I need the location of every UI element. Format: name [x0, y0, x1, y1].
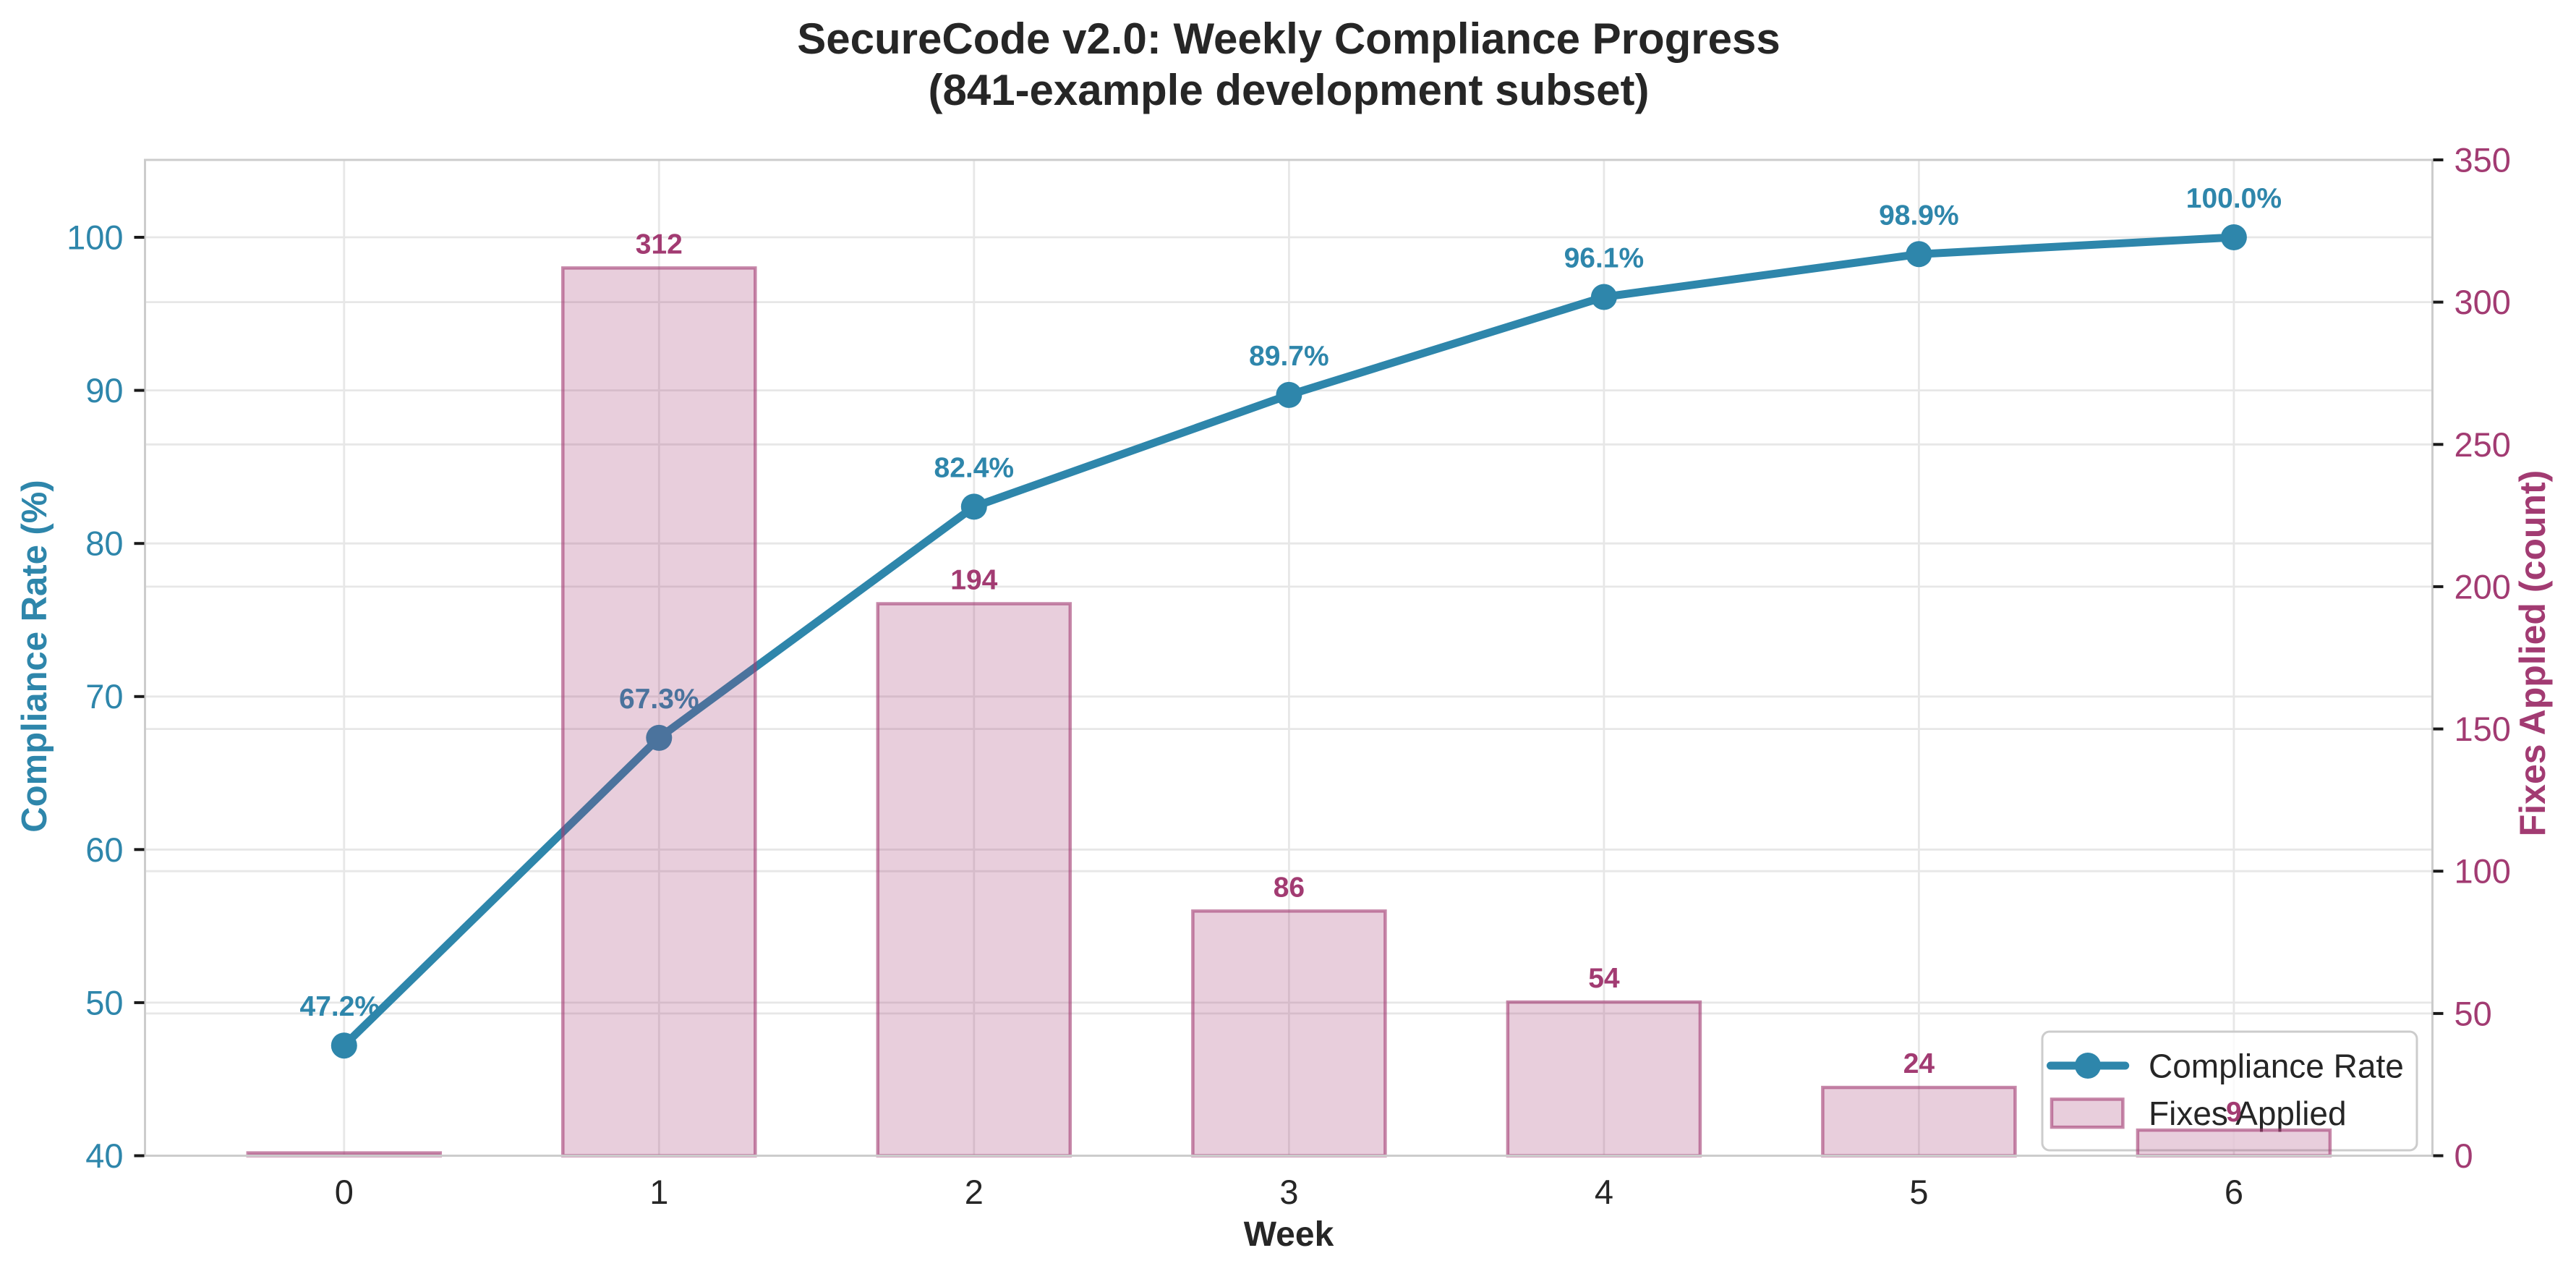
- svg-text:Fixes Applied: Fixes Applied: [2149, 1095, 2347, 1132]
- svg-text:200: 200: [2455, 567, 2511, 606]
- svg-text:300: 300: [2455, 283, 2511, 321]
- svg-text:250: 250: [2455, 425, 2511, 464]
- svg-text:82.4%: 82.4%: [934, 452, 1015, 483]
- svg-text:1: 1: [649, 1173, 668, 1211]
- svg-text:100: 100: [2455, 852, 2511, 891]
- svg-text:350: 350: [2455, 141, 2511, 179]
- svg-text:Week: Week: [1244, 1215, 1334, 1254]
- svg-text:150: 150: [2455, 710, 2511, 748]
- svg-text:(841-example development subse: (841-example development subset): [928, 66, 1649, 114]
- svg-text:100: 100: [67, 218, 123, 257]
- svg-text:86: 86: [1274, 872, 1305, 903]
- svg-text:100.0%: 100.0%: [2186, 183, 2282, 214]
- svg-text:80: 80: [85, 525, 123, 563]
- svg-text:47.2%: 47.2%: [300, 991, 380, 1022]
- svg-text:194: 194: [950, 565, 997, 596]
- svg-text:312: 312: [636, 229, 683, 260]
- svg-text:SecureCode v2.0: Weekly Compli: SecureCode v2.0: Weekly Compliance Progr…: [797, 14, 1780, 63]
- svg-text:54: 54: [1588, 963, 1620, 994]
- svg-text:6: 6: [2225, 1173, 2243, 1211]
- svg-text:50: 50: [85, 983, 123, 1022]
- svg-text:24: 24: [1903, 1048, 1935, 1079]
- svg-text:Fixes Applied (count): Fixes Applied (count): [2512, 470, 2553, 837]
- svg-text:0: 0: [2455, 1137, 2473, 1175]
- svg-text:50: 50: [2455, 994, 2492, 1032]
- svg-text:Compliance Rate: Compliance Rate: [2149, 1048, 2404, 1085]
- svg-text:70: 70: [85, 677, 123, 715]
- svg-text:Compliance Rate (%): Compliance Rate (%): [15, 480, 54, 832]
- svg-text:9: 9: [2226, 1097, 2242, 1128]
- svg-text:4: 4: [1595, 1173, 1613, 1211]
- svg-text:3: 3: [1279, 1173, 1298, 1211]
- svg-text:0: 0: [335, 1173, 354, 1211]
- svg-text:2: 2: [965, 1173, 984, 1211]
- svg-text:89.7%: 89.7%: [1249, 341, 1329, 372]
- svg-text:90: 90: [85, 371, 123, 409]
- svg-text:67.3%: 67.3%: [619, 684, 699, 715]
- svg-text:40: 40: [85, 1137, 123, 1175]
- svg-text:5: 5: [1909, 1173, 1928, 1211]
- svg-text:98.9%: 98.9%: [1879, 200, 1959, 231]
- svg-text:96.1%: 96.1%: [1564, 243, 1645, 274]
- svg-text:60: 60: [85, 831, 123, 869]
